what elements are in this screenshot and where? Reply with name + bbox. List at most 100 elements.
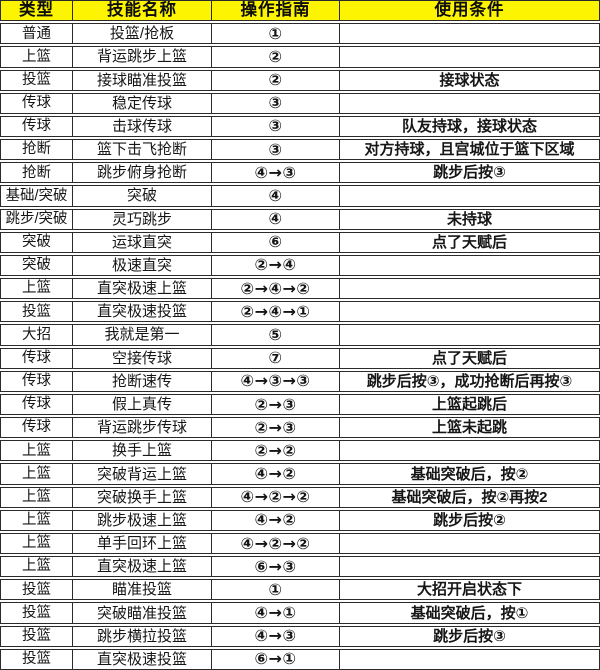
- skill-name-cell: 抢断速传: [73, 371, 212, 391]
- condition-cell: 基础突破后，按②: [410, 465, 529, 483]
- controls-cell: ⑦: [212, 348, 340, 368]
- skill-name-cell: 突破: [73, 186, 212, 206]
- skill-name-cell: 跳步极速上篮: [73, 510, 212, 530]
- type-cell: 上篮: [1, 464, 73, 484]
- condition-cell: 跳步后按③，成功抢断后再按③: [366, 372, 573, 390]
- table-row: 突破 运球直突 ⑥ 点了天赋后: [0, 231, 600, 253]
- table-row: 投篮 接球瞄准投篮 ② 接球状态: [0, 69, 600, 91]
- controls-cell: ①: [212, 24, 340, 44]
- skill-name-cell: 直突极速投篮: [73, 649, 212, 669]
- type-cell: 突破: [1, 232, 73, 252]
- type-cell: 突破: [1, 255, 73, 276]
- skill-name-cell: 背运跳步上篮: [73, 47, 212, 67]
- table-row: 上篮 跳步极速上篮 ④→② 跳步后按②: [0, 509, 600, 531]
- controls-cell: ⑥: [212, 232, 340, 252]
- type-cell: 上篮: [1, 487, 73, 507]
- controls-cell: ④→③: [212, 626, 340, 646]
- table-row: 上篮 换手上篮 ②→②: [0, 440, 600, 462]
- type-cell: 投篮: [1, 626, 73, 646]
- table-row: 大招 我就是第一 ⑤: [0, 324, 600, 346]
- table-row: 投篮 瞄准投篮 ① 大招开启状态下: [0, 579, 600, 601]
- condition-cell: [340, 186, 599, 205]
- condition-cell: 对方持球，且宫城位于篮下区域: [364, 141, 575, 159]
- skill-name-cell: 我就是第一: [73, 325, 212, 345]
- skill-name-cell: 灵巧跳步: [73, 209, 212, 229]
- condition-cell: 点了天赋后: [431, 233, 507, 251]
- type-cell: 抢断: [1, 140, 73, 160]
- controls-cell: ④: [212, 186, 340, 206]
- table-row: 传球 击球传球 ③ 队友持球，接球状态: [0, 115, 600, 138]
- controls-cell: ②→②: [212, 441, 340, 461]
- skill-name-cell: 直突极速上篮: [73, 279, 212, 299]
- condition-cell: [340, 557, 599, 576]
- condition-cell: [340, 325, 599, 344]
- header-controls: 操作指南: [212, 1, 340, 21]
- skill-name-cell: 接球瞄准投篮: [73, 70, 212, 90]
- condition-cell: [340, 279, 599, 298]
- header-skill-name: 技能名称: [73, 1, 212, 21]
- skill-name-cell: 跳步俯身抢断: [73, 163, 212, 183]
- condition-cell: 接球状态: [439, 71, 500, 89]
- skill-name-cell: 假上真传: [73, 394, 212, 415]
- condition-cell: 未持球: [446, 210, 492, 228]
- table-row: 普通 投篮/抢板 ①: [0, 23, 600, 45]
- type-cell: 传球: [1, 371, 73, 391]
- skill-name-cell: 背运跳步传球: [73, 418, 212, 438]
- type-cell: 跳步/突破: [1, 209, 73, 229]
- controls-cell: ②→③: [212, 394, 340, 415]
- type-cell: 抢断: [1, 163, 73, 183]
- controls-cell: ④→②→②: [212, 487, 340, 507]
- controls-cell: ④→①: [212, 603, 340, 623]
- controls-cell: ④→③: [212, 163, 340, 183]
- controls-cell: ②→④→①: [212, 302, 340, 322]
- condition-cell: [340, 534, 599, 553]
- controls-cell: ⑤: [212, 325, 340, 345]
- table-row: 上篮 背运跳步上篮 ②: [0, 46, 600, 68]
- skill-name-cell: 突破瞄准投篮: [73, 603, 212, 623]
- controls-cell: ④→②→②: [212, 533, 340, 554]
- table-row: 投篮 突破瞄准投篮 ④→① 基础突破后，按①: [0, 602, 600, 624]
- condition-cell: [340, 94, 599, 113]
- table-row: 投篮 跳步横拉投篮 ④→③ 跳步后按③: [0, 625, 600, 647]
- condition-cell: [340, 24, 599, 43]
- skill-name-cell: 直突极速投篮: [73, 302, 212, 322]
- type-cell: 基础/突破: [1, 186, 73, 206]
- type-cell: 传球: [1, 418, 73, 438]
- table-row: 跳步/突破 灵巧跳步 ④ 未持球: [0, 208, 600, 230]
- condition-cell: 上篮起跳后: [431, 396, 507, 413]
- table-row: 上篮 直突极速上篮 ②→④→②: [0, 278, 600, 300]
- controls-cell: ③: [212, 116, 340, 137]
- skill-name-cell: 突破背运上篮: [73, 464, 212, 484]
- table-row: 突破 极速直突 ②→④: [0, 254, 600, 277]
- header-type: 类型: [1, 1, 73, 21]
- skill-name-cell: 篮下击飞抢断: [73, 140, 212, 160]
- table-row: 投篮 直突极速投篮 ⑥→①: [0, 648, 600, 670]
- skill-name-cell: 突破换手上篮: [73, 487, 212, 507]
- type-cell: 上篮: [1, 47, 73, 67]
- type-cell: 传球: [1, 394, 73, 415]
- skill-name-cell: 单手回环上篮: [73, 533, 212, 554]
- skill-name-cell: 击球传球: [73, 116, 212, 137]
- table-row: 上篮 突破背运上篮 ④→② 基础突破后，按②: [0, 463, 600, 485]
- skill-name-cell: 瞄准投篮: [73, 580, 212, 600]
- condition-cell: [340, 441, 599, 460]
- controls-cell: ⑥→①: [212, 649, 340, 669]
- table-row: 传球 抢断速传 ④→③→③ 跳步后按③，成功抢断后再按③: [0, 370, 600, 392]
- controls-cell: ⑥→③: [212, 557, 340, 577]
- type-cell: 传球: [1, 116, 73, 137]
- condition-cell: 跳步后按③: [433, 627, 506, 645]
- condition-cell: [340, 302, 599, 321]
- type-cell: 上篮: [1, 533, 73, 554]
- condition-cell: 点了天赋后: [431, 349, 507, 367]
- controls-cell: ③: [212, 93, 340, 113]
- type-cell: 上篮: [1, 279, 73, 299]
- controls-cell: ②→④: [212, 255, 340, 276]
- condition-cell: 基础突破后，按②再按2: [391, 488, 548, 506]
- controls-cell: ②: [212, 70, 340, 90]
- table-row: 传球 背运跳步传球 ②→③ 上篮未起跳: [0, 417, 600, 439]
- controls-cell: ②→③: [212, 418, 340, 438]
- skill-name-cell: 直突极速上篮: [73, 557, 212, 577]
- table-row: 上篮 单手回环上篮 ④→②→②: [0, 532, 600, 555]
- type-cell: 投篮: [1, 580, 73, 600]
